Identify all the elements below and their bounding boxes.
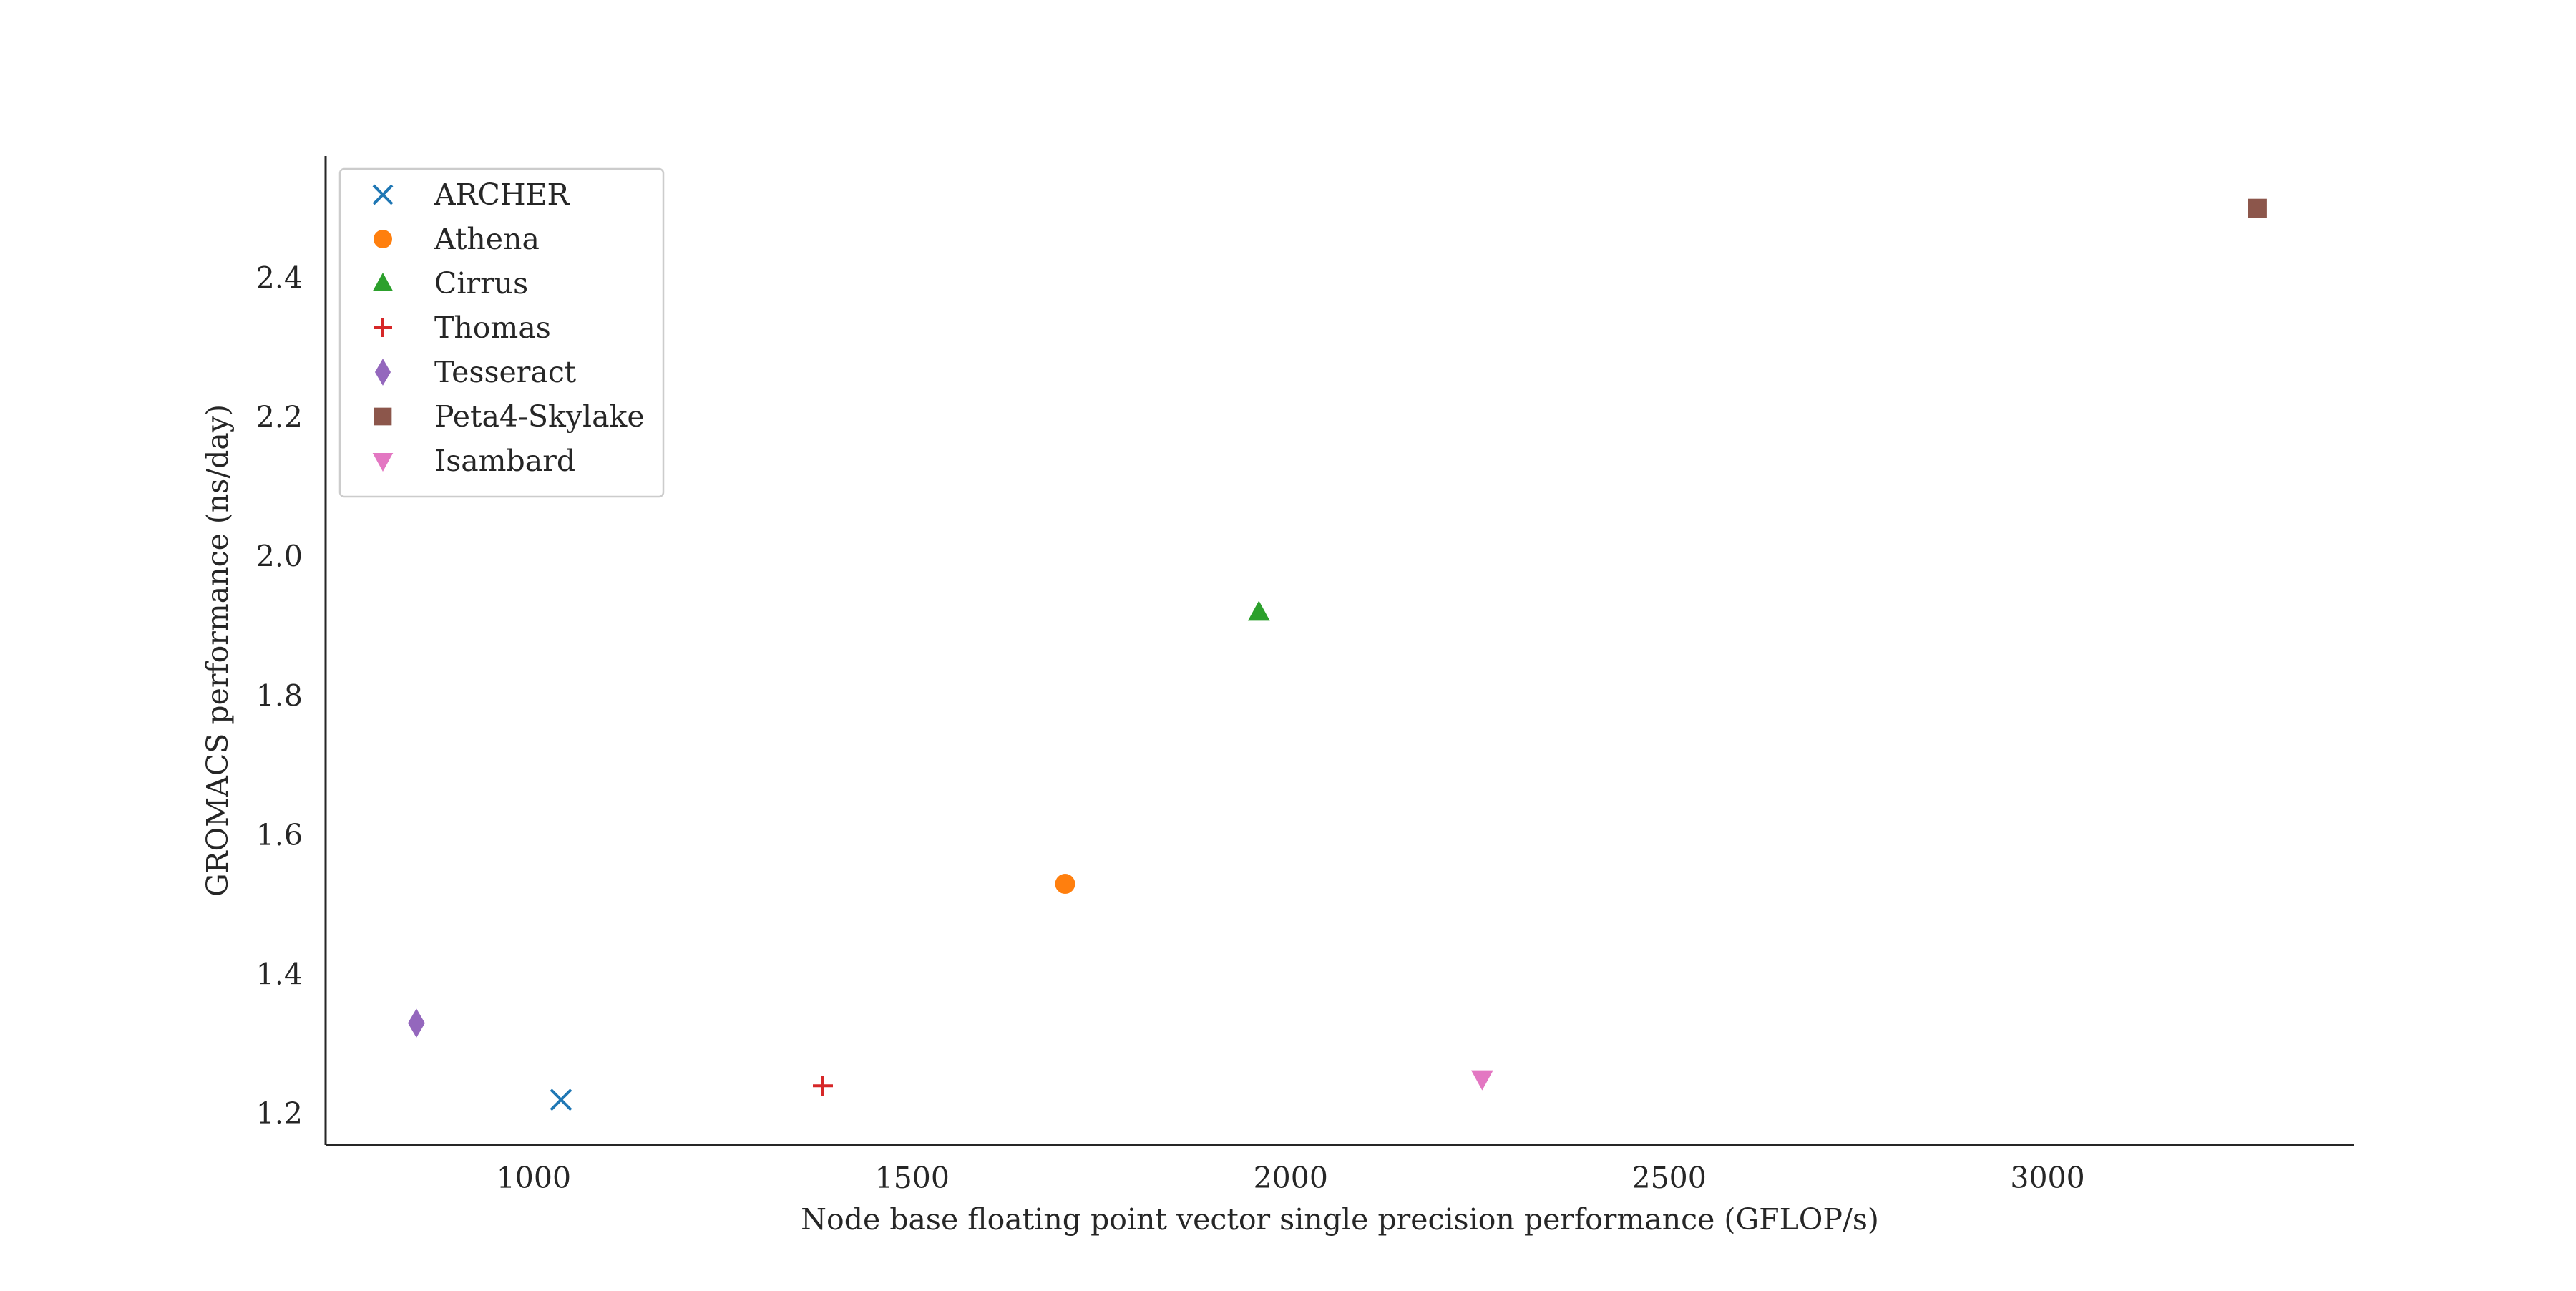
legend-marker [374, 230, 392, 248]
y-axis-label: GROMACS performance (ns/day) [200, 404, 235, 897]
legend-box [338, 167, 665, 498]
legend-label: Thomas [434, 311, 551, 345]
y-tick-label: 2.2 [256, 400, 303, 434]
y-tick-label: 2.0 [256, 540, 303, 574]
x-tick-label: 2500 [1631, 1161, 1706, 1195]
y-tick-label: 1.8 [256, 678, 303, 713]
x-axis-label: Node base floating point vector single p… [801, 1202, 1879, 1237]
data-point-thomas [812, 1076, 833, 1096]
data-points [408, 198, 2267, 1111]
data-point-cirrus [1247, 600, 1270, 621]
legend-label: ARCHER [434, 177, 570, 212]
legend-marker [372, 452, 394, 472]
legend-label: Cirrus [434, 266, 528, 301]
x-tick-label: 1500 [875, 1161, 950, 1195]
data-point-isambard [1470, 1070, 1493, 1091]
legend-label: Athena [434, 222, 540, 256]
y-tick-label: 1.2 [256, 1096, 303, 1131]
legend-marker [372, 273, 394, 292]
legend-marker [374, 407, 392, 426]
y-tick-labels: 1.2 1.4 1.6 1.8 2.0 2.2 2.4 [256, 260, 303, 1131]
legend-label: Tesseract [434, 355, 577, 389]
data-point-archer [550, 1088, 572, 1111]
data-point-tesseract [408, 1008, 425, 1038]
legend: ARCHER Athena Cirrus Thomas Tesseract Peta4-S… [338, 167, 665, 498]
legend-label: Peta4-Skylake [434, 399, 645, 434]
y-tick-label: 1.4 [256, 958, 303, 992]
data-point-athena [1055, 874, 1075, 895]
axes [324, 156, 2354, 1146]
x-tick-label: 3000 [2010, 1161, 2084, 1195]
x-tick-label: 2000 [1254, 1161, 1328, 1195]
y-tick-label: 2.4 [256, 260, 303, 295]
x-tick-labels: 1000 1500 2000 2500 3000 [497, 1161, 2085, 1195]
y-tick-label: 1.6 [256, 818, 303, 852]
legend-marker [374, 318, 392, 337]
data-point-peta4-skylake [2248, 198, 2267, 218]
legend-marker [374, 359, 391, 386]
legend-marker [372, 184, 394, 205]
x-tick-label: 1000 [497, 1161, 571, 1195]
legend-label: Isambard [434, 444, 575, 478]
